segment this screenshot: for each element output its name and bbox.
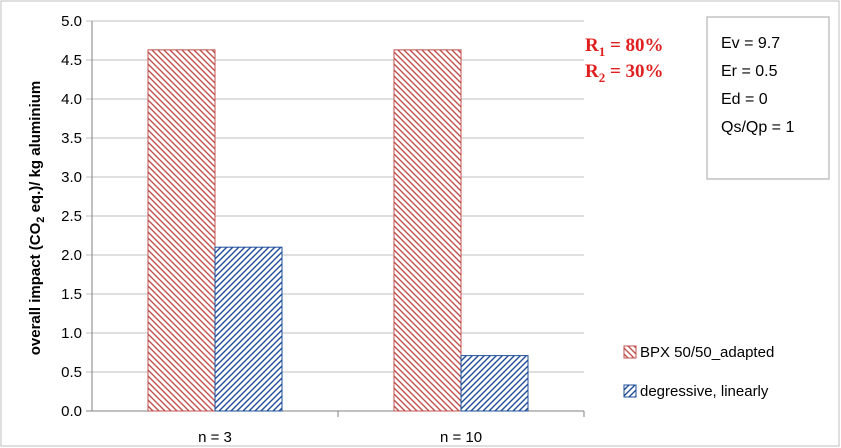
y-tick-label: 2.5 — [61, 208, 82, 225]
legend-item-degressive: degressive, linearly — [623, 383, 769, 400]
bar-degressive-2 — [460, 355, 529, 412]
legend-label-degressive: degressive, linearly — [640, 383, 769, 400]
bar-bpx-2 — [393, 49, 462, 412]
legend-swatch-bpx — [623, 345, 637, 359]
y-tick-label: 3.0 — [61, 169, 82, 186]
y-axis-title: overall impact (CO2 eq.)/ kg aluminium — [27, 81, 47, 356]
bar-degressive-1 — [214, 246, 283, 412]
y-tick-label: 2.0 — [61, 247, 82, 264]
legend-swatch-degressive — [623, 384, 637, 398]
y-tick-label: 0.0 — [61, 403, 82, 420]
x-tick-labels: n = 3 n = 10 — [198, 429, 482, 446]
y-tick-label: 4.5 — [61, 52, 82, 69]
bar-bpx-1 — [147, 49, 216, 412]
y-tick-label: 5.0 — [61, 13, 82, 30]
y-tick-label: 1.0 — [61, 325, 82, 342]
y-tick-label: 4.0 — [61, 91, 82, 108]
rate-1-label: R1 = 80% — [585, 35, 664, 59]
legend-label-bpx: BPX 50/50_adapted — [640, 344, 774, 361]
x-tick-label: n = 10 — [440, 429, 482, 446]
parameter-box-frame — [706, 16, 830, 180]
y-tick-label: 1.5 — [61, 286, 82, 303]
parameter-box: Ev = 9.7 Er = 0.5 Ed = 0 Qs/Qp = 1 — [706, 16, 830, 180]
legend-item-bpx: BPX 50/50_adapted — [623, 344, 774, 361]
rate-annotations: R1 = 80% R2 = 30% — [585, 35, 664, 85]
param-ed: Ed = 0 — [721, 91, 768, 108]
legend: BPX 50/50_adapted degressive, linearly — [623, 344, 774, 400]
bars — [147, 49, 529, 412]
y-tick-label: 3.5 — [61, 130, 82, 147]
y-tick-labels: 0.0 0.5 1.0 1.5 2.0 2.5 3.0 3.5 4.0 4.5 5.0 — [61, 13, 82, 420]
rate-2-label: R2 = 30% — [585, 61, 664, 85]
x-tick-label: n = 3 — [198, 429, 232, 446]
param-er: Er = 0.5 — [721, 63, 778, 80]
y-tick-label: 0.5 — [61, 364, 82, 381]
param-ev: Ev = 9.7 — [721, 35, 780, 52]
param-qs-qp: Qs/Qp = 1 — [721, 119, 794, 136]
